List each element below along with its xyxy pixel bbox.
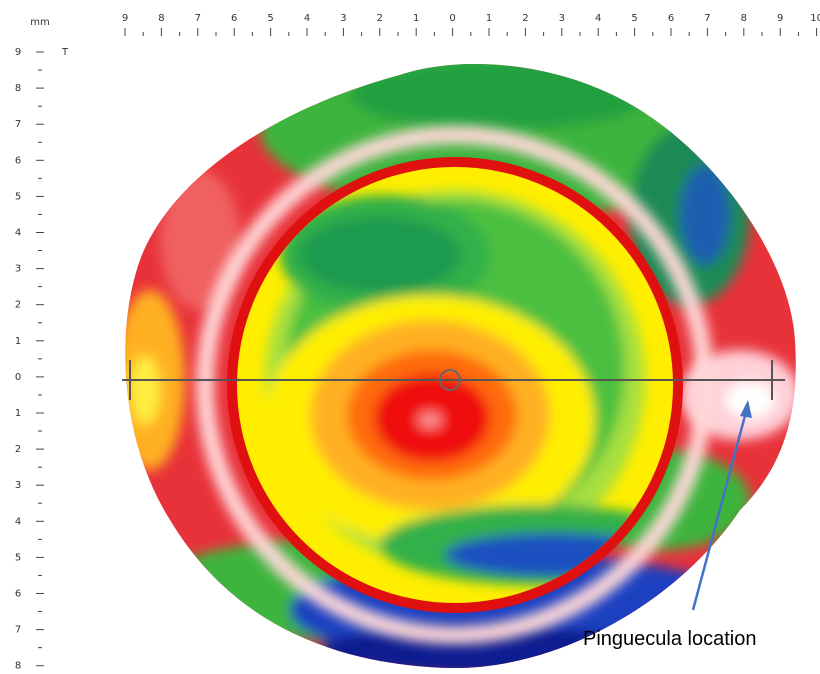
ruler-marker: T [61,47,69,58]
top-ruler-label: 5 [267,13,273,24]
top-ruler-label: 5 [631,13,637,24]
top-ruler-label: 1 [413,13,419,24]
top-ruler-label: 1 [486,13,492,24]
ruler-unit: mm [30,17,49,28]
axis-overlay [122,360,785,400]
annotation-arrow [691,400,752,611]
topography-map [125,64,796,669]
left-ruler-label: 6 [15,589,21,600]
left-ruler-label: 5 [15,191,21,202]
left-ruler-label: 6 [15,155,21,166]
left-ruler-label: 2 [15,300,21,311]
top-ruler-label: 4 [595,13,601,24]
top-ruler-label: 3 [340,13,346,24]
left-ruler-label: 4 [15,516,21,527]
left-ruler-label: 7 [15,119,21,130]
top-ruler-label: 9 [122,13,128,24]
top-ruler-label: 0 [449,13,455,24]
top-ruler-label: 2 [377,13,383,24]
top-ruler-label: 8 [158,13,164,24]
left-ruler-label: 8 [15,83,21,94]
top-ruler-label: 2 [522,13,528,24]
left-ruler-label: 0 [15,372,21,383]
left-ruler-label: 1 [15,336,21,347]
top-ruler-label: 7 [704,13,710,24]
top-ruler-label: 4 [304,13,310,24]
top-ruler-label: 6 [668,13,674,24]
top-ruler-label: 10 [810,13,820,24]
left-ruler-label: 8 [15,661,21,672]
annotation-label: Pinguecula location [583,628,756,650]
top-ruler-label: 6 [231,13,237,24]
left-ruler-label: 3 [15,264,21,275]
left-ruler-label: 1 [15,408,21,419]
left-ruler-label: 5 [15,552,21,563]
top-ruler-label: 7 [195,13,201,24]
left-ruler-label: 2 [15,444,21,455]
left-ruler-label: 7 [15,625,21,636]
top-ruler-label: 9 [777,13,783,24]
top-ruler-label: 8 [741,13,747,24]
left-ruler-label: 4 [15,228,21,239]
top-ruler-label: 3 [559,13,565,24]
left-ruler-label: 9 [15,47,21,58]
left-ruler-label: 3 [15,480,21,491]
